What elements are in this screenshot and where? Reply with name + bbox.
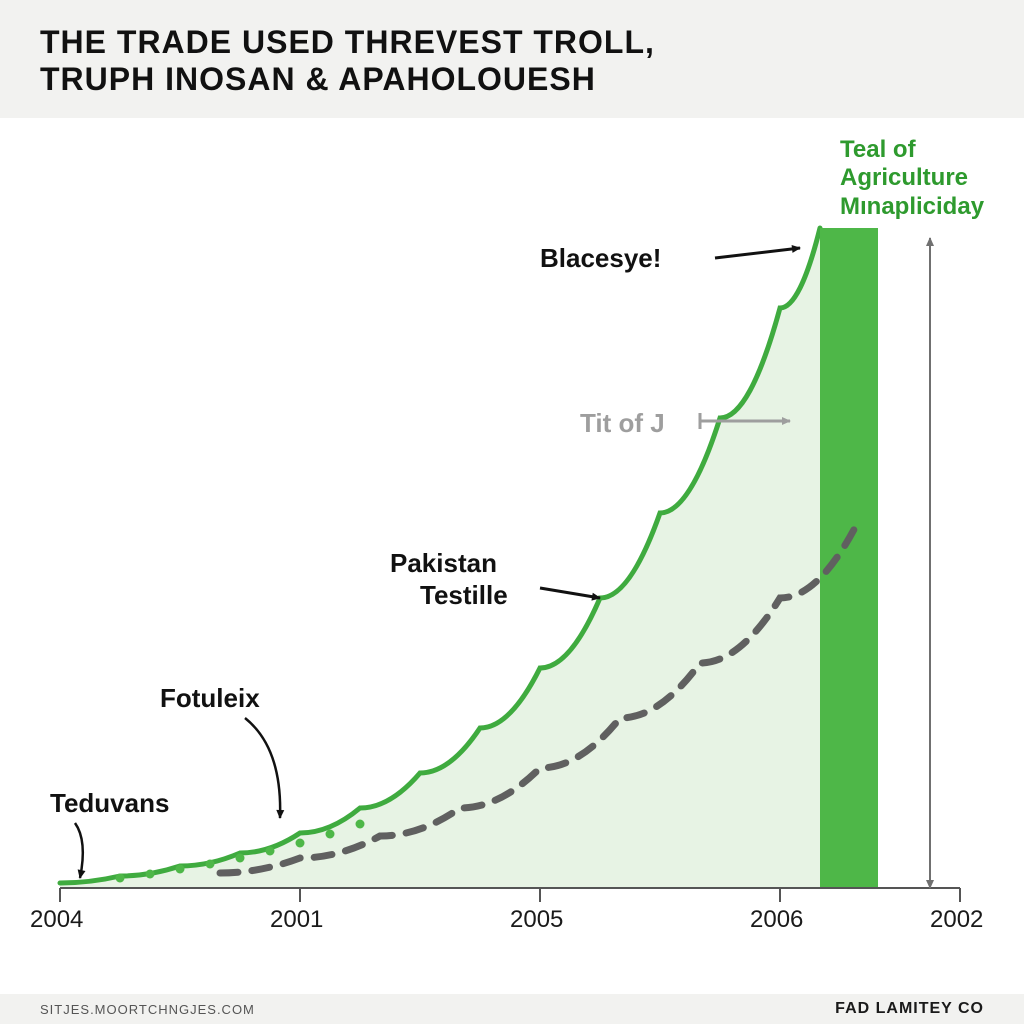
page: THE TRADE USED THREVEST TROLL, TRUPH INO…	[0, 0, 1024, 1024]
footer-left: SITJES.MOORTCHNGJES.COM	[40, 1002, 255, 1017]
chart-area: 2004 2001 2005 2006 2002 Blacesye! Tit of J Pak…	[0, 118, 1024, 994]
footer-right: FAD LAMITEY CO	[835, 1000, 984, 1018]
annotation-blacesye: Blacesye!	[540, 243, 661, 274]
annotation-fotuleix: Fotuleix	[160, 683, 260, 714]
annotation-titof: Tit of J	[580, 408, 665, 439]
chart-svg	[0, 118, 1024, 958]
title-line-1: THE TRADE USED THREVEST TROLL,	[40, 24, 655, 60]
x-tick-label: 2005	[510, 906, 563, 934]
side-label: Teal ofAgricultureMınapliciday	[840, 136, 984, 222]
title-line-2: TRUPH INOSAN & APAHOLOUESH	[40, 61, 596, 97]
x-tick-label: 2004	[30, 906, 83, 934]
x-tick-label: 2006	[750, 906, 803, 934]
chart-title: THE TRADE USED THREVEST TROLL, TRUPH INO…	[40, 24, 984, 98]
annotation-pakistan: Pakistan	[390, 548, 497, 579]
footer: SITJES.MOORTCHNGJES.COM FAD LAMITEY CO	[0, 994, 1024, 1024]
x-tick-label: 2001	[270, 906, 323, 934]
x-tick-label: 2002	[930, 906, 983, 934]
annotation-testille: Testille	[420, 580, 508, 611]
annotation-teduvans: Teduvans	[50, 788, 169, 819]
header: THE TRADE USED THREVEST TROLL, TRUPH INO…	[0, 0, 1024, 118]
